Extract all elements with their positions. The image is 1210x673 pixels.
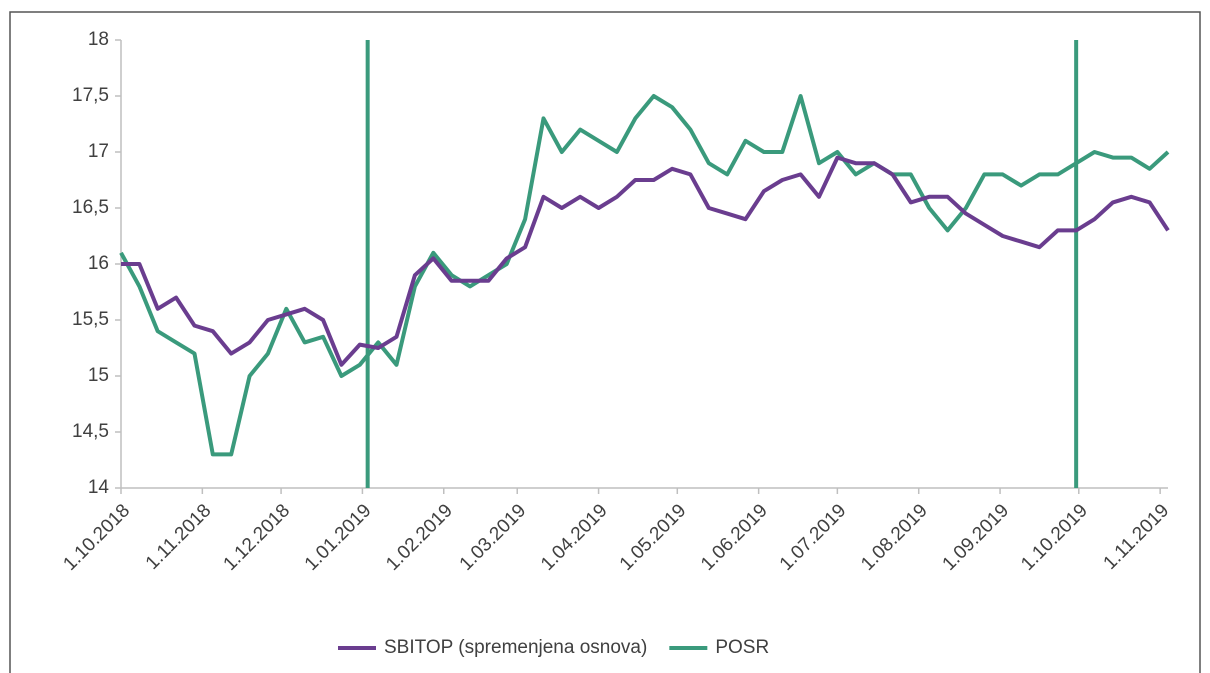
y-tick-label: 17 [88,141,109,162]
x-tick-label: 1.11.2019 [1100,500,1174,574]
x-tick-label: 1.01.2019 [301,500,376,575]
series-line [121,155,1170,367]
y-tick-label: 15,5 [72,309,109,330]
x-tick-label: 1.10.2018 [59,500,134,575]
x-tick-label: 1.07.2019 [776,500,851,575]
x-tick-label: 1.11.2018 [142,500,216,574]
x-tick-label: 1.08.2019 [857,500,932,575]
y-tick-label: 16 [88,253,109,274]
y-tick-label: 17,5 [72,85,109,106]
frame [9,11,1201,673]
x-tick-label: 1.12.2018 [220,500,295,575]
x-tick-label: 1.09.2019 [939,500,1014,575]
legend-label: SBITOP (spremenjena osnova) [384,637,647,658]
x-tick-label: 1.03.2019 [456,500,531,575]
y-tick-label: 14 [88,477,110,498]
x-tick-label: 1.06.2019 [697,500,772,575]
legend-label: POSR [715,637,769,658]
y-tick-label: 14,5 [72,421,109,442]
y-tick-label: 18 [88,29,109,50]
x-tick-label: 1.04.2019 [537,500,612,575]
y-tick-label: 16,5 [72,197,109,218]
series-line [119,94,1170,457]
y-tick-label: 15 [88,365,109,386]
x-tick-label: 1.02.2019 [382,500,457,575]
x-tick-label: 1.05.2019 [616,500,691,575]
x-tick-label: 1.10.2019 [1017,500,1092,575]
